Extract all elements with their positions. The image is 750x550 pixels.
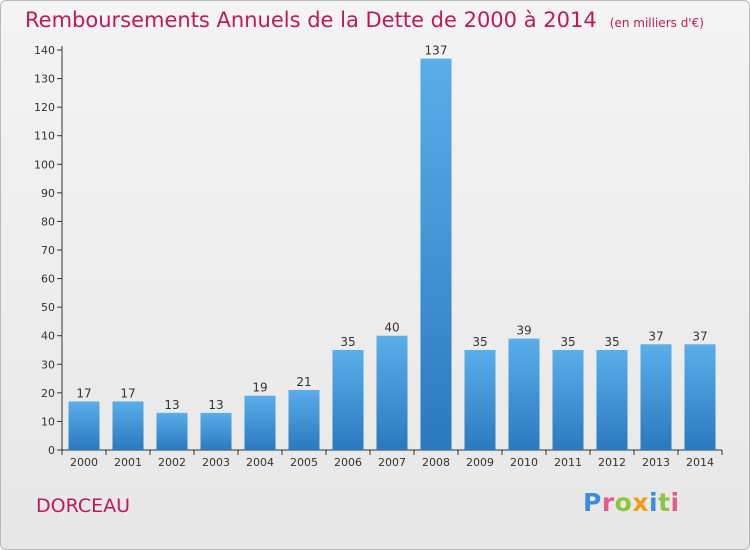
- y-tick-label: 10: [41, 415, 55, 428]
- x-tick-label: 2005: [290, 456, 318, 469]
- data-label: 13: [208, 398, 223, 412]
- y-tick-label: 30: [41, 358, 55, 371]
- x-tick-label: 2010: [510, 456, 538, 469]
- x-tick-label: 2000: [70, 456, 98, 469]
- x-tick-label: 2011: [554, 456, 582, 469]
- y-tick-label: 80: [41, 215, 55, 228]
- data-label: 35: [340, 335, 355, 349]
- x-tick-label: 2013: [642, 456, 670, 469]
- bar-2002: [156, 412, 188, 450]
- y-tick-label: 110: [34, 130, 55, 143]
- chart-title: Remboursements Annuels de la Dette de 20…: [25, 8, 597, 32]
- x-tick-label: 2003: [202, 456, 230, 469]
- bar-2012: [596, 350, 628, 450]
- logo-letter: P: [583, 488, 602, 517]
- y-tick-label: 40: [41, 330, 55, 343]
- data-label: 40: [384, 321, 399, 335]
- bar-2001: [112, 401, 144, 450]
- logo-letter: t: [658, 488, 671, 517]
- y-tick-label: 60: [41, 273, 55, 286]
- bar-2008: [420, 58, 452, 450]
- y-tick-label: 70: [41, 244, 55, 257]
- y-tick-label: 130: [34, 73, 55, 86]
- data-label: 35: [472, 335, 487, 349]
- title-row: Remboursements Annuels de la Dette de 20…: [25, 8, 704, 32]
- x-tick-label: 2001: [114, 456, 142, 469]
- proxiti-logo: Proxiti: [583, 488, 680, 517]
- bar-2007: [376, 335, 408, 450]
- bar-2010: [508, 338, 540, 450]
- bar-2014: [684, 344, 716, 450]
- data-label: 137: [425, 44, 448, 58]
- x-tick-label: 2012: [598, 456, 626, 469]
- data-label: 37: [692, 329, 707, 343]
- logo-letter: i: [649, 488, 659, 517]
- logo-letter: x: [632, 488, 649, 517]
- x-tick-label: 2002: [158, 456, 186, 469]
- unit-label: (en milliers d'€): [609, 16, 704, 30]
- data-label: 37: [648, 329, 663, 343]
- logo-letter: r: [601, 488, 615, 517]
- data-label: 21: [296, 375, 311, 389]
- bar-2013: [640, 344, 672, 450]
- y-tick-label: 100: [34, 158, 55, 171]
- bar-2006: [332, 350, 364, 450]
- y-tick-label: 120: [34, 101, 55, 114]
- y-tick-label: 20: [41, 387, 55, 400]
- data-label: 39: [516, 324, 531, 338]
- logo-letter: i: [670, 488, 680, 517]
- data-label: 19: [252, 381, 267, 395]
- x-tick-label: 2007: [378, 456, 406, 469]
- y-tick-label: 90: [41, 187, 55, 200]
- bar-2004: [244, 395, 276, 450]
- data-label: 35: [560, 335, 575, 349]
- x-tick-label: 2006: [334, 456, 362, 469]
- bar-2011: [552, 350, 584, 450]
- x-tick-label: 2008: [422, 456, 450, 469]
- bar-2000: [68, 401, 100, 450]
- city-name: DORCEAU: [36, 495, 131, 517]
- x-tick-label: 2009: [466, 456, 494, 469]
- data-label: 35: [604, 335, 619, 349]
- data-label: 17: [76, 386, 91, 400]
- bar-2003: [200, 412, 232, 450]
- y-tick-label: 0: [48, 444, 55, 457]
- y-tick-label: 50: [41, 301, 55, 314]
- data-label: 17: [120, 386, 135, 400]
- data-label: 13: [164, 398, 179, 412]
- y-tick-label: 140: [34, 44, 55, 57]
- x-tick-label: 2004: [246, 456, 274, 469]
- bar-2005: [288, 390, 320, 450]
- bar-2009: [464, 350, 496, 450]
- logo-letter: o: [614, 488, 633, 517]
- x-tick-label: 2014: [686, 456, 714, 469]
